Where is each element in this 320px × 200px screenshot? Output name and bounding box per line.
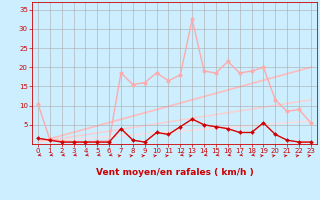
X-axis label: Vent moyen/en rafales ( km/h ): Vent moyen/en rafales ( km/h ): [96, 168, 253, 177]
